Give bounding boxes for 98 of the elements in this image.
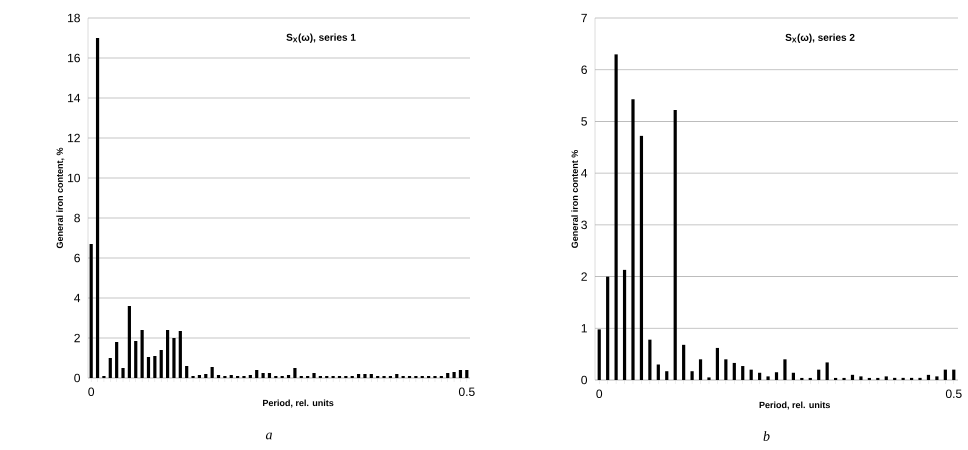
bar — [146, 357, 150, 378]
y-tick-label: 6 — [581, 65, 587, 74]
x-tick-label: 0 — [88, 388, 94, 396]
bar — [255, 370, 258, 378]
bar — [690, 371, 694, 380]
y-tick-label: 2 — [581, 272, 587, 281]
bar — [716, 348, 720, 380]
bar — [185, 366, 188, 378]
bar — [128, 306, 131, 378]
y-tick-label: 6 — [74, 254, 80, 262]
bar — [766, 376, 770, 380]
bar — [160, 350, 163, 378]
bar — [622, 270, 626, 380]
bar — [674, 110, 677, 380]
bar — [140, 330, 144, 378]
bar — [606, 276, 610, 380]
bar — [312, 373, 316, 378]
bar — [665, 371, 668, 380]
bar — [656, 364, 660, 380]
bar — [783, 359, 787, 380]
bar — [121, 368, 125, 378]
bar — [452, 372, 456, 378]
text: S$_{X}$(ω), series 1 — [286, 34, 356, 43]
bar — [465, 370, 468, 378]
y-axis-title: General iron content % — [571, 150, 578, 248]
text: b — [764, 431, 770, 441]
bar — [884, 376, 888, 380]
y-tick-label: 7 — [581, 14, 587, 22]
bar — [698, 359, 702, 380]
bar — [153, 356, 156, 378]
bar — [826, 362, 829, 380]
y-tick-label: 4 — [74, 294, 80, 302]
bar — [952, 370, 956, 380]
bar — [134, 341, 138, 378]
x-axis-title: Period, rel. units — [263, 400, 334, 408]
bar — [732, 362, 736, 380]
bar — [248, 375, 252, 378]
y-tick-label: 14 — [68, 94, 80, 102]
bar — [724, 359, 728, 380]
bar — [758, 372, 762, 380]
bar — [598, 329, 601, 380]
bar — [614, 54, 618, 380]
x-tick-label: 0.5 — [458, 388, 475, 396]
y-tick-label: 12 — [68, 134, 80, 142]
bar — [817, 370, 820, 380]
y-tick-label: 0 — [581, 376, 588, 384]
bar — [172, 338, 176, 378]
bar — [204, 374, 208, 378]
y-tick-label: 0 — [74, 374, 80, 382]
bar — [268, 373, 272, 378]
bar — [286, 375, 290, 378]
bar — [458, 370, 462, 378]
y-axis-title: General iron content, % — [56, 148, 64, 248]
bar — [166, 330, 170, 378]
bar — [395, 374, 398, 378]
bar — [750, 370, 753, 380]
y-tick-label: 2 — [74, 334, 80, 342]
x-tick-label: 0.5 — [946, 390, 962, 398]
y-tick-label: 18 — [68, 14, 80, 22]
y-tick-label: 5 — [581, 117, 587, 126]
bar — [774, 372, 778, 380]
bar — [446, 373, 450, 378]
y-tick-label: 8 — [74, 214, 80, 222]
bar — [198, 375, 202, 378]
y-tick-label: 3 — [581, 220, 587, 230]
y-tick-label: 10 — [68, 174, 80, 182]
bar — [261, 373, 265, 378]
bar — [356, 374, 360, 378]
bar — [216, 375, 220, 378]
bar — [850, 374, 854, 380]
bar — [859, 376, 863, 380]
bar — [370, 374, 373, 378]
bar — [96, 38, 100, 378]
bar — [944, 370, 947, 380]
bar — [741, 366, 744, 380]
bar — [682, 344, 686, 380]
y-tick-label: 16 — [68, 54, 80, 62]
bar — [935, 376, 939, 380]
y-tick-label: 1 — [582, 324, 587, 332]
bar — [792, 372, 795, 380]
bar — [90, 244, 93, 378]
bar — [631, 99, 635, 380]
bar — [178, 330, 182, 378]
bar — [640, 136, 644, 380]
y-tick-label: 4 — [581, 169, 588, 178]
bar — [707, 377, 711, 380]
x-axis-title: Period, rel. units — [760, 402, 830, 410]
bar — [210, 367, 214, 378]
bar — [648, 340, 652, 380]
bar — [363, 374, 367, 378]
bar — [293, 368, 297, 378]
bar — [108, 358, 112, 378]
text: a — [266, 432, 272, 440]
x-tick-label: 0 — [596, 390, 602, 398]
bar — [926, 374, 930, 380]
bar — [115, 342, 118, 378]
bar — [230, 375, 233, 378]
text: S$_{X}$(ω), series 2 — [785, 34, 855, 43]
